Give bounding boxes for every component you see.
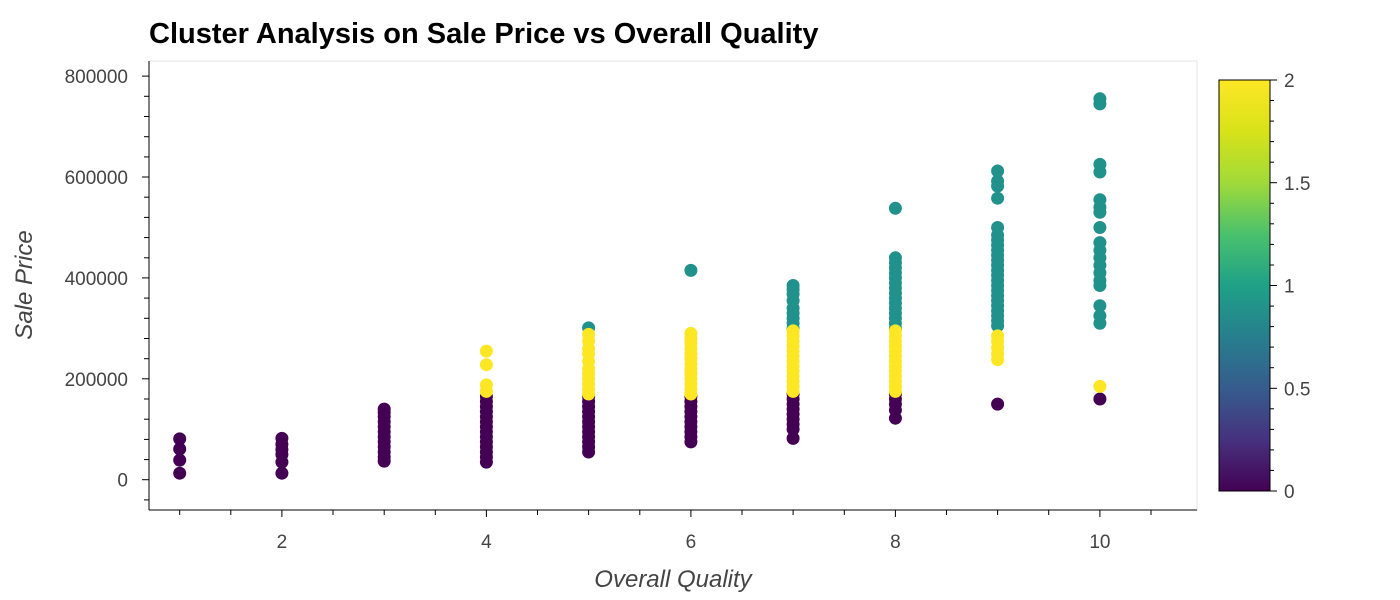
point-cluster-2-53 xyxy=(888,324,902,338)
point-cluster-1-47 xyxy=(991,191,1005,205)
y-tick-label: 800000 xyxy=(65,67,128,88)
point-cluster-1-46 xyxy=(991,221,1005,234)
point-cluster-1-26 xyxy=(888,201,902,215)
point-cluster-2-59 xyxy=(1093,379,1107,393)
colorbar-tick-label: 2 xyxy=(1284,71,1295,92)
y-tick-label: 200000 xyxy=(65,370,128,391)
y-axis-label: Sale Price xyxy=(11,230,38,339)
colorbar: 0 0.5 1 1.5 2 xyxy=(1218,71,1310,503)
point-cluster-2-3 xyxy=(479,344,493,358)
x-tick-label: 6 xyxy=(686,532,697,553)
y-tick-label: 400000 xyxy=(65,269,128,290)
x-tick-label: 10 xyxy=(1089,532,1110,553)
point-cluster-1-60 xyxy=(1093,236,1107,250)
point-cluster-0-3 xyxy=(173,432,187,446)
point-cluster-0-72 xyxy=(991,397,1005,411)
colorbar-tick-label: 0 xyxy=(1284,482,1295,503)
point-cluster-0-9 xyxy=(275,431,289,445)
point-cluster-1-68 xyxy=(1093,92,1107,106)
point-cluster-0-73 xyxy=(1093,392,1107,406)
plot-frame xyxy=(148,60,1198,511)
point-cluster-1-61 xyxy=(1093,221,1107,234)
point-cluster-1-10 xyxy=(786,279,800,292)
x-tick-label: 8 xyxy=(890,532,901,553)
point-cluster-0-4 xyxy=(275,466,289,480)
colorbar-tick-label: 1 xyxy=(1284,277,1295,298)
scatter-points xyxy=(173,92,1107,480)
colorbar-tick-label: 1.5 xyxy=(1284,174,1310,195)
point-cluster-1-1 xyxy=(684,263,698,277)
point-cluster-2-14 xyxy=(582,327,596,341)
point-cluster-2-40 xyxy=(786,324,800,338)
point-cluster-0-0 xyxy=(173,466,187,480)
point-cluster-1-49 xyxy=(991,174,1005,188)
point-cluster-1-64 xyxy=(1093,193,1107,207)
point-cluster-0-21 xyxy=(377,402,391,416)
x-tick-label: 2 xyxy=(277,532,288,553)
point-cluster-2-58 xyxy=(991,329,1005,343)
colorbar-gradient xyxy=(1218,79,1271,492)
point-cluster-0-58 xyxy=(786,431,800,445)
x-axis-label: Overall Quality xyxy=(594,566,753,593)
point-cluster-1-52 xyxy=(1093,309,1107,323)
point-cluster-0-1 xyxy=(173,453,187,467)
y-axis: 0 200000 400000 600000 800000 xyxy=(65,61,150,510)
x-axis: 2 4 6 8 10 xyxy=(149,509,1197,553)
y-tick-label: 0 xyxy=(117,471,128,492)
colorbar-tick-label: 0.5 xyxy=(1284,379,1310,400)
point-cluster-0-2 xyxy=(173,442,187,456)
point-cluster-1-25 xyxy=(888,251,902,265)
point-cluster-2-1 xyxy=(479,378,493,392)
chart-title: Cluster Analysis on Sale Price vs Overal… xyxy=(149,18,818,50)
point-cluster-1-53 xyxy=(1093,299,1107,313)
x-tick-label: 4 xyxy=(481,532,492,553)
point-cluster-1-66 xyxy=(1093,157,1107,171)
point-cluster-1-50 xyxy=(991,164,1005,178)
point-cluster-2-27 xyxy=(684,326,698,340)
y-tick-label: 600000 xyxy=(65,168,128,189)
point-cluster-2-2 xyxy=(479,358,493,372)
